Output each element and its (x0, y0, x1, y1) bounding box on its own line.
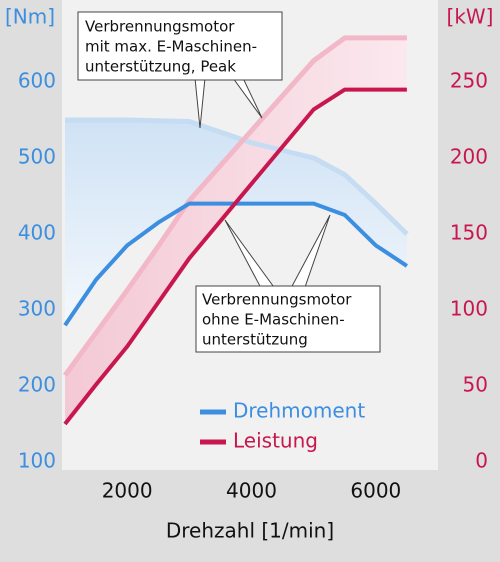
annotation: unterstützung, Peak (85, 58, 236, 76)
y-tick-label: 400 (18, 221, 56, 245)
x-tick-label: 4000 (226, 479, 277, 503)
y2-axis-label: [kW] (447, 5, 494, 29)
y2-tick-label: 0 (475, 449, 488, 473)
annotation: unterstützung (202, 331, 308, 349)
y2-tick-label: 100 (450, 297, 488, 321)
x-tick-label: 6000 (350, 479, 401, 503)
x-axis-label: Drehzahl [1/min] (166, 519, 334, 543)
legend-label: Leistung (233, 429, 318, 453)
y2-tick-label: 150 (450, 221, 488, 245)
y-tick-label: 200 (18, 373, 56, 397)
y-axis-label: [Nm] (5, 5, 55, 29)
band (65, 120, 407, 326)
y-tick-label: 100 (18, 449, 56, 473)
annotation: Verbrennungsmotor (202, 291, 352, 309)
band (65, 37, 407, 425)
line (63, 201, 409, 327)
annotation: ohne E-Maschinen- (202, 311, 345, 329)
annotation-box (195, 285, 381, 353)
annotation: Verbrennungsmotor (85, 18, 235, 36)
y2-tick-label: 200 (450, 145, 488, 169)
legend-label: Drehmoment (233, 399, 365, 423)
y-tick-label: 500 (18, 145, 56, 169)
line (62, 35, 407, 377)
y-tick-label: 600 (18, 69, 56, 93)
y2-tick-label: 250 (450, 69, 488, 93)
annotation: mit max. E-Maschinen- (85, 38, 257, 56)
x-tick-label: 2000 (102, 479, 153, 503)
line (65, 117, 409, 236)
y-tick-label: 300 (18, 297, 56, 321)
line (63, 87, 407, 426)
y2-tick-label: 50 (463, 373, 488, 397)
annotation-box (77, 11, 283, 81)
